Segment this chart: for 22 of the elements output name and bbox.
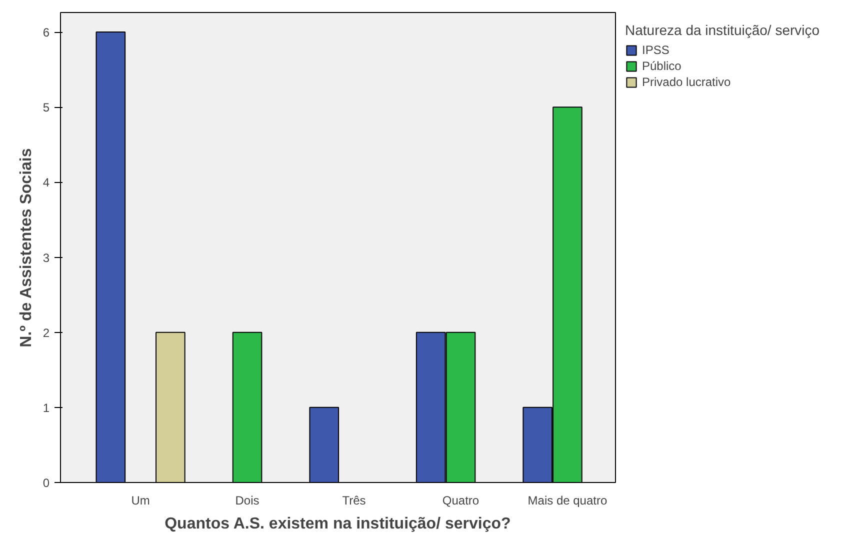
- y-tick-label: 1: [42, 400, 50, 415]
- y-tick-label: 4: [42, 176, 50, 190]
- bar: [96, 32, 126, 482]
- y-tick-label: 6: [42, 26, 50, 40]
- legend-label: IPSS: [642, 43, 670, 57]
- x-tick-label: Dois: [235, 494, 260, 508]
- x-tick-label: Quatro: [442, 494, 480, 508]
- x-axis-title: Quantos A.S. existem na instituição/ serviço?: [164, 516, 511, 532]
- y-tick-label: 3: [42, 250, 50, 265]
- x-tick-label: Um: [131, 494, 150, 508]
- legend-label: Privado lucrativo: [642, 75, 731, 89]
- y-tick-label: 5: [42, 100, 50, 115]
- y-tick-label: 0: [42, 476, 50, 490]
- y-axis-title: N.º de Assistentes Sociais: [18, 148, 35, 348]
- bar: [156, 332, 186, 482]
- bar: [232, 332, 262, 482]
- legend-title: Natureza da instituição/ serviço: [625, 22, 820, 38]
- y-tick-label: 2: [42, 326, 50, 340]
- legend-label: Público: [642, 59, 682, 73]
- x-tick-label: Mais de quatro: [528, 494, 608, 508]
- x-tick-label: Três: [342, 494, 366, 508]
- bar: [309, 406, 340, 482]
